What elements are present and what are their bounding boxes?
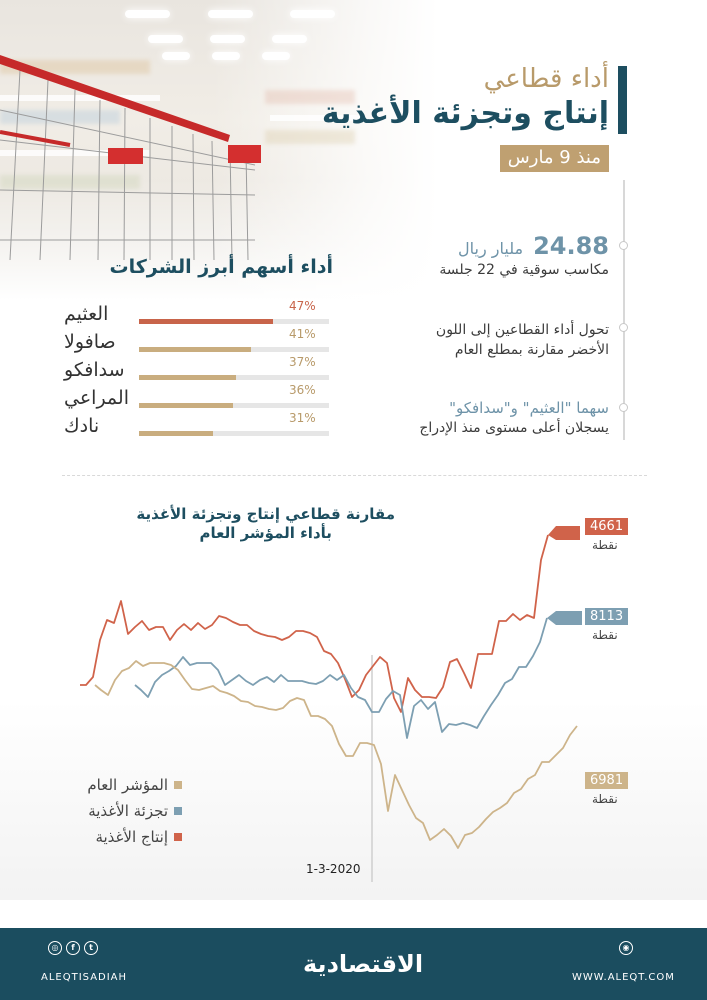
bar-track: [139, 403, 329, 408]
legend-label: إنتاج الأغذية: [95, 828, 168, 846]
bar-track: [139, 347, 329, 352]
legend-item-tasi: المؤشر العام: [87, 772, 182, 798]
bar-fill: [139, 347, 251, 352]
social-handle[interactable]: ALEQTISADIAH: [41, 972, 128, 983]
footer: ◎ f t ALEQTISADIAH الاقتصادية ◉ WWW.ALEQ…: [0, 928, 707, 1000]
bar-percent: 37%: [289, 355, 316, 369]
series-production: [80, 534, 549, 713]
brand-logo: الاقتصادية: [303, 950, 424, 978]
highlight-record-stocks: سهما "العثيم" و"سدافكو" يسجلان أعلى مستو…: [419, 398, 609, 438]
timeline-line: [623, 180, 625, 440]
bar-label: سدافكو: [64, 359, 125, 381]
record-stocks-text: يسجلان أعلى مستوى منذ الإدراج: [419, 420, 609, 436]
title-accent-bar: [618, 66, 627, 134]
production-end-unit: نقطة: [592, 538, 618, 552]
tasi-end-unit: نقطة: [592, 792, 618, 806]
bar-percent: 31%: [289, 411, 316, 425]
chart-title-line1: مقارنة قطاعي إنتاج وتجزئة الأغذية: [136, 505, 395, 523]
social-links: ◎ f t: [48, 941, 98, 955]
instagram-icon[interactable]: ◎: [48, 941, 62, 955]
green-turn-line2: الأخضر مقارنة بمطلع العام: [454, 342, 609, 358]
facebook-icon[interactable]: f: [66, 941, 80, 955]
chart-title-line2: بأداء المؤشر العام: [199, 524, 332, 542]
bar-label: العثيم: [64, 303, 109, 325]
bar-row-almarai: المراعي 36%: [64, 383, 334, 417]
date-marker-label: 1-3-2020: [306, 862, 361, 876]
bar-track: [139, 431, 329, 436]
retail-end-value: 8113: [585, 608, 629, 625]
bar-percent: 47%: [289, 299, 316, 313]
section-divider: [62, 475, 647, 476]
twitter-icon[interactable]: t: [84, 941, 98, 955]
bar-fill: [139, 319, 273, 324]
globe-icon: ◉: [619, 941, 633, 955]
timeline-dot: [619, 323, 628, 332]
tasi-end-value: 6981: [585, 772, 629, 789]
production-end-value: 4661: [585, 518, 629, 535]
bar-track: [139, 319, 329, 324]
green-turn-line1: تحول أداء القطاعين إلى اللون: [435, 322, 609, 338]
legend-swatch-icon: [174, 833, 182, 841]
timeline-dot: [619, 403, 628, 412]
legend-swatch-icon: [174, 807, 182, 815]
legend-swatch-icon: [174, 781, 182, 789]
bar-row-savola: صافولا 41%: [64, 327, 334, 361]
chart-title: مقارنة قطاعي إنتاج وتجزئة الأغذية بأداء …: [136, 505, 395, 543]
line-chart: [0, 526, 707, 900]
gains-unit: مليار ريال: [458, 239, 524, 258]
legend-item-production: إنتاج الأغذية: [87, 824, 182, 850]
page-title: إنتاج وتجزئة الأغذية: [321, 96, 609, 131]
record-stocks-headline: سهما "العثيم" و"سدافكو": [449, 399, 609, 417]
legend-label: تجزئة الأغذية: [88, 802, 168, 820]
series-tasi: [94, 660, 578, 849]
bar-label: صافولا: [64, 331, 116, 353]
gains-text: مكاسب سوقية في 22 جلسة: [439, 262, 609, 278]
retail-end-unit: نقطة: [592, 628, 618, 642]
bar-fill: [139, 403, 233, 408]
legend-label: المؤشر العام: [87, 776, 168, 794]
bar-fill: [139, 431, 213, 436]
bar-row-sadafco: سدافكو 37%: [64, 355, 334, 389]
gains-value: 24.88: [533, 232, 609, 260]
bar-label: المراعي: [64, 387, 129, 409]
bar-percent: 41%: [289, 327, 316, 341]
highlight-green-turn: تحول أداء القطاعين إلى اللون الأخضر مقار…: [436, 320, 609, 360]
bar-label: نادك: [64, 415, 100, 437]
shopping-cart-illustration: [0, 55, 261, 261]
highlight-market-gains: 24.88 مليار ريال مكاسب سوقية في 22 جلسة: [439, 234, 609, 280]
timeline-dot: [619, 241, 628, 250]
date-badge: منذ 9 مارس: [499, 145, 609, 172]
title-line1: أداء قطاعي: [483, 64, 609, 94]
bar-percent: 36%: [289, 383, 316, 397]
bar-fill: [139, 375, 236, 380]
companies-title: أداء أسهم أبرز الشركات: [109, 256, 333, 278]
website-link[interactable]: WWW.ALEQT.COM: [572, 972, 675, 983]
bar-row-nadec: نادك 31%: [64, 411, 334, 445]
bar-track: [139, 375, 329, 380]
legend-item-retail: تجزئة الأغذية: [87, 798, 182, 824]
series-retail: [134, 617, 548, 739]
bar-row-othaim: العثيم 47%: [64, 299, 334, 333]
chart-legend: المؤشر العام تجزئة الأغذية إنتاج الأغذية: [87, 772, 182, 850]
